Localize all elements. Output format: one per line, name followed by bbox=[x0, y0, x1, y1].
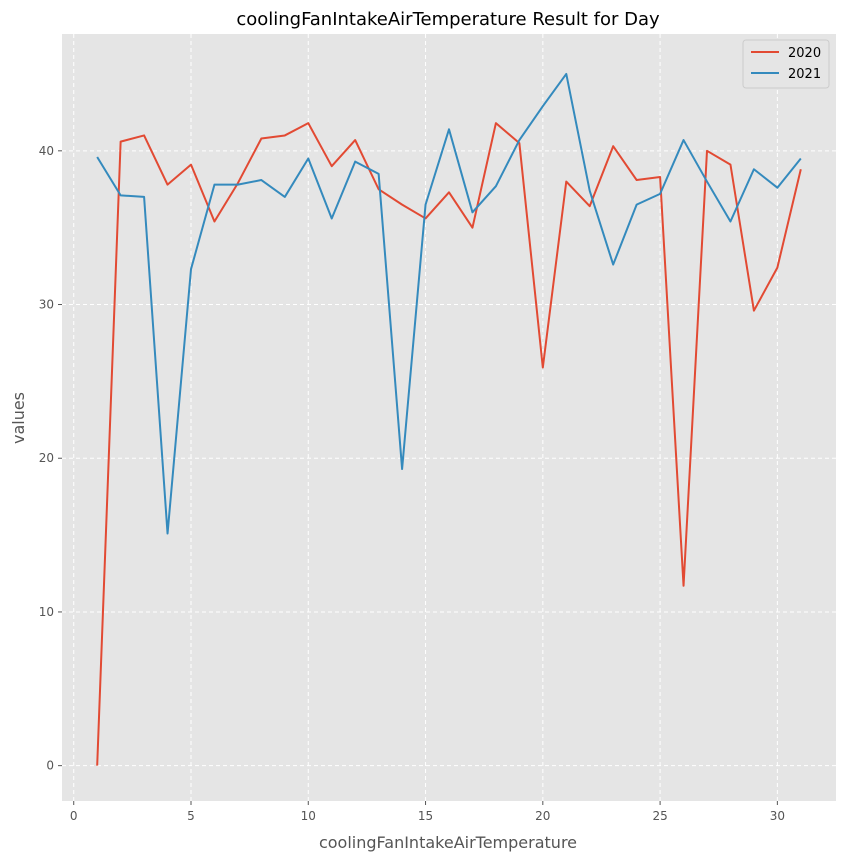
x-tick-label: 15 bbox=[418, 809, 433, 823]
y-tick-label: 30 bbox=[39, 298, 54, 312]
y-tick-label: 40 bbox=[39, 144, 54, 158]
legend-label-2021: 2021 bbox=[788, 67, 821, 82]
chart-title: coolingFanIntakeAirTemperature Result fo… bbox=[236, 9, 660, 30]
y-tick-label: 0 bbox=[46, 759, 54, 773]
y-tick-label: 20 bbox=[39, 451, 54, 465]
legend-label-2020: 2020 bbox=[788, 46, 821, 61]
y-axis-label: values bbox=[9, 392, 28, 444]
x-tick-label: 30 bbox=[770, 809, 785, 823]
series-lines bbox=[96, 72, 802, 766]
series-line-2020 bbox=[96, 122, 802, 766]
legend: 2020 2021 bbox=[742, 39, 830, 89]
y-axis-ticks: 0 10 20 30 40 bbox=[39, 144, 62, 773]
x-axis-label: coolingFanIntakeAirTemperature bbox=[319, 833, 577, 852]
x-tick-label: 10 bbox=[301, 809, 316, 823]
x-tick-label: 0 bbox=[70, 809, 78, 823]
x-axis-ticks: 0 5 10 15 20 25 30 bbox=[70, 801, 785, 823]
x-tick-label: 25 bbox=[652, 809, 667, 823]
x-tick-label: 5 bbox=[187, 809, 195, 823]
x-tick-label: 20 bbox=[535, 809, 550, 823]
series-line-2021 bbox=[96, 72, 802, 535]
y-tick-label: 10 bbox=[39, 605, 54, 619]
